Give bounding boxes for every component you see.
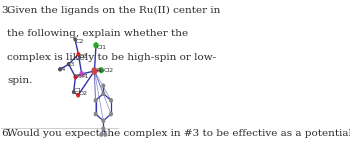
Text: 3.: 3. [1,6,11,15]
Text: O3: O3 [79,54,88,59]
Circle shape [94,43,98,48]
Text: Given the ligands on the Ru(II) center in: Given the ligands on the Ru(II) center i… [7,6,220,15]
Text: O2: O2 [79,91,88,96]
Text: C2: C2 [76,39,84,44]
Circle shape [110,99,112,102]
Circle shape [80,72,83,76]
Circle shape [102,84,105,87]
Circle shape [72,91,75,93]
Circle shape [102,92,105,95]
Circle shape [77,53,80,56]
Text: spin.: spin. [7,76,32,85]
Text: Would you expect the complex in #3 to be effective as a potential catalyst? Why : Would you expect the complex in #3 to be… [7,129,350,138]
Text: P1: P1 [81,74,89,79]
Text: C3: C3 [67,61,75,67]
Circle shape [102,119,105,122]
Circle shape [100,133,103,136]
Text: Cl1: Cl1 [97,45,107,50]
Circle shape [110,112,112,116]
Text: the following, explain whether the: the following, explain whether the [7,29,188,39]
Circle shape [104,133,106,136]
Text: O1: O1 [74,74,83,79]
Text: complex is likely to be high-spin or low-: complex is likely to be high-spin or low… [7,53,216,62]
Text: Ru: Ru [96,68,104,73]
Circle shape [77,93,79,97]
Circle shape [94,99,97,102]
Circle shape [92,68,97,74]
Circle shape [99,68,103,73]
Text: C1: C1 [73,88,82,93]
Circle shape [59,68,61,71]
Text: C4: C4 [58,67,66,72]
Text: 6.: 6. [1,129,11,138]
Circle shape [74,75,77,79]
Circle shape [102,127,105,130]
Text: Cl2: Cl2 [103,67,113,73]
Circle shape [94,112,97,116]
Circle shape [74,38,76,41]
Circle shape [68,63,70,66]
